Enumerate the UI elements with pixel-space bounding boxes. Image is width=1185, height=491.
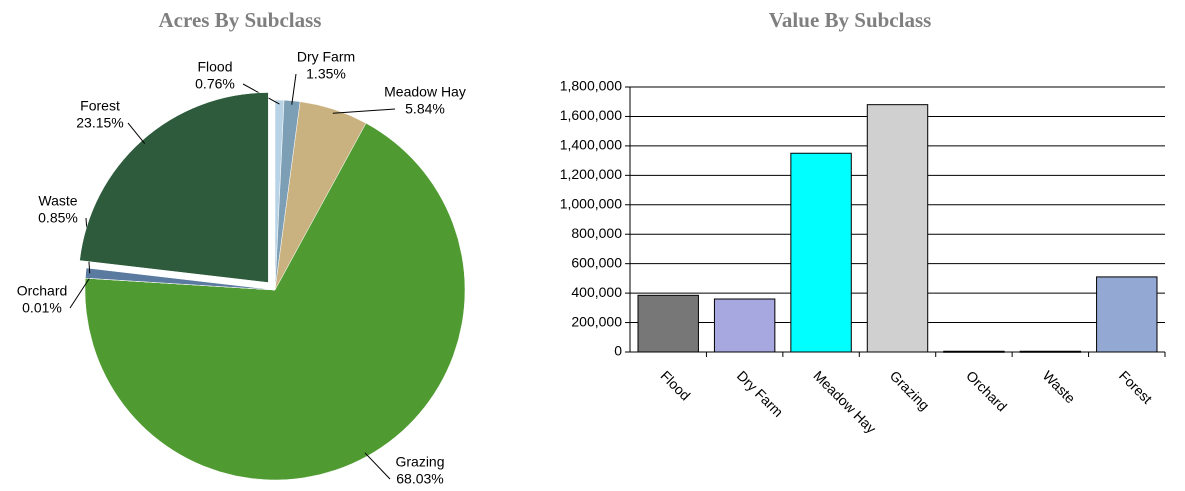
slice-value-label: 23.15% bbox=[76, 115, 123, 131]
slice-name: Forest bbox=[80, 98, 120, 114]
leader-line bbox=[128, 123, 145, 144]
bar bbox=[867, 105, 927, 352]
x-tick-label: Waste bbox=[1040, 367, 1079, 406]
slice-value-label: 0.85% bbox=[38, 210, 78, 226]
slice-name: Dry Farm bbox=[297, 49, 355, 65]
slice-name: Meadow Hay bbox=[384, 84, 466, 100]
slice-value-label: 0.76% bbox=[195, 76, 235, 92]
slice-value-label: 0.01% bbox=[22, 300, 62, 316]
slice-name: Orchard bbox=[17, 283, 68, 299]
x-tick-label: Meadow Hay bbox=[810, 367, 879, 436]
x-tick-label: Forest bbox=[1116, 367, 1155, 406]
slice-value-label: 5.84% bbox=[405, 101, 445, 117]
bar bbox=[791, 153, 851, 352]
bar bbox=[944, 351, 1004, 352]
slice-name: Grazing bbox=[395, 454, 444, 470]
y-tick-label: 1,000,000 bbox=[560, 195, 622, 211]
bar-title: Value By Subclass bbox=[769, 8, 932, 32]
leader-line bbox=[333, 109, 395, 113]
y-tick-label: 600,000 bbox=[571, 254, 622, 270]
bar bbox=[638, 295, 698, 352]
slice-value-label: 1.35% bbox=[306, 66, 346, 82]
slice-value-label: 68.03% bbox=[396, 471, 443, 487]
y-tick-label: 1,200,000 bbox=[560, 166, 622, 182]
pie-title: Acres By Subclass bbox=[159, 8, 322, 32]
bar bbox=[1097, 277, 1157, 352]
slice-name: Waste bbox=[38, 193, 77, 209]
y-tick-label: 400,000 bbox=[571, 284, 622, 300]
x-tick-label: Grazing bbox=[887, 367, 933, 413]
leader-line bbox=[365, 453, 390, 479]
y-tick-label: 0 bbox=[614, 343, 622, 359]
y-tick-label: 1,600,000 bbox=[560, 107, 622, 123]
slice-name: Flood bbox=[197, 59, 232, 75]
x-tick-label: Dry Farm bbox=[734, 367, 787, 420]
leader-line bbox=[292, 74, 296, 105]
y-tick-label: 200,000 bbox=[571, 313, 622, 329]
y-tick-label: 800,000 bbox=[571, 225, 622, 241]
x-tick-label: Flood bbox=[657, 367, 693, 403]
x-tick-label: Orchard bbox=[963, 367, 1010, 414]
bar bbox=[714, 299, 774, 352]
y-tick-label: 1,800,000 bbox=[560, 78, 622, 94]
page: Acres By Subclass Value By Subclass Floo… bbox=[0, 0, 1185, 491]
y-tick-label: 1,400,000 bbox=[560, 137, 622, 153]
bar bbox=[1020, 351, 1080, 352]
